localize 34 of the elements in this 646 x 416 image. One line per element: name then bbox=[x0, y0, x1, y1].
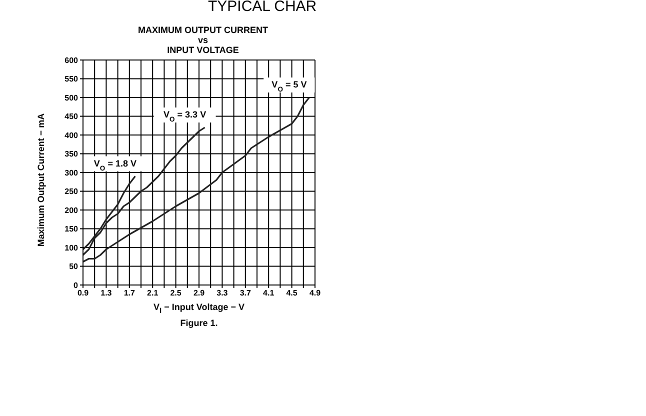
x-tick-label: 4.9 bbox=[309, 288, 322, 298]
y-tick-label: 600 bbox=[64, 56, 79, 65]
series-label: V$_{O}$ = 3.3 V bbox=[164, 110, 206, 123]
chart-title: MAXIMUM OUTPUT CURRENT vs INPUT VOLTAGE bbox=[137, 25, 269, 55]
y-tick-label: 250 bbox=[64, 187, 79, 196]
x-tick-label: 1.3 bbox=[100, 288, 112, 298]
y-axis-title: Maximum Output Current − mA bbox=[36, 113, 46, 247]
x-tick-label: 0.9 bbox=[77, 288, 90, 298]
y-tick-label: 0 bbox=[74, 280, 79, 290]
series-label: V$_{O}$ = 1.8 V bbox=[94, 158, 136, 172]
line-series bbox=[83, 96, 310, 263]
y-tick-label: 450 bbox=[64, 112, 79, 122]
caption: Figure 1. bbox=[179, 318, 219, 328]
y-tick-label: 400 bbox=[64, 130, 79, 140]
y-tick-label: 50 bbox=[69, 262, 79, 272]
y-tick-label: 550 bbox=[64, 74, 79, 84]
y-tick-label: 150 bbox=[64, 224, 79, 234]
text: TYPICAL CHAR bbox=[208, 0, 317, 15]
x-tick-label: 1.7 bbox=[124, 288, 136, 298]
y-tick-label: 300 bbox=[64, 168, 79, 178]
x-tick-label: 4.1 bbox=[263, 288, 275, 298]
y-tick-label: 200 bbox=[64, 206, 79, 215]
y-tick-label: 500 bbox=[64, 93, 79, 102]
line-series bbox=[83, 126, 206, 256]
x-tick-label: 3.3 bbox=[216, 288, 228, 298]
series-label: V$_{O}$ = 5 V bbox=[272, 80, 307, 93]
x-tick-label: 2.5 bbox=[170, 288, 182, 298]
y-tick-label: 350 bbox=[64, 150, 79, 159]
x-tick-label: 2.1 bbox=[147, 288, 159, 298]
x-tick-label: 2.9 bbox=[193, 288, 206, 298]
y-tick-label: 100 bbox=[64, 243, 79, 252]
x-tick-label: 3.7 bbox=[240, 288, 252, 298]
x-tick-label: 4.5 bbox=[286, 288, 298, 298]
x-axis-title: V$_{I}$ − Input Voltage − V bbox=[152, 302, 246, 315]
